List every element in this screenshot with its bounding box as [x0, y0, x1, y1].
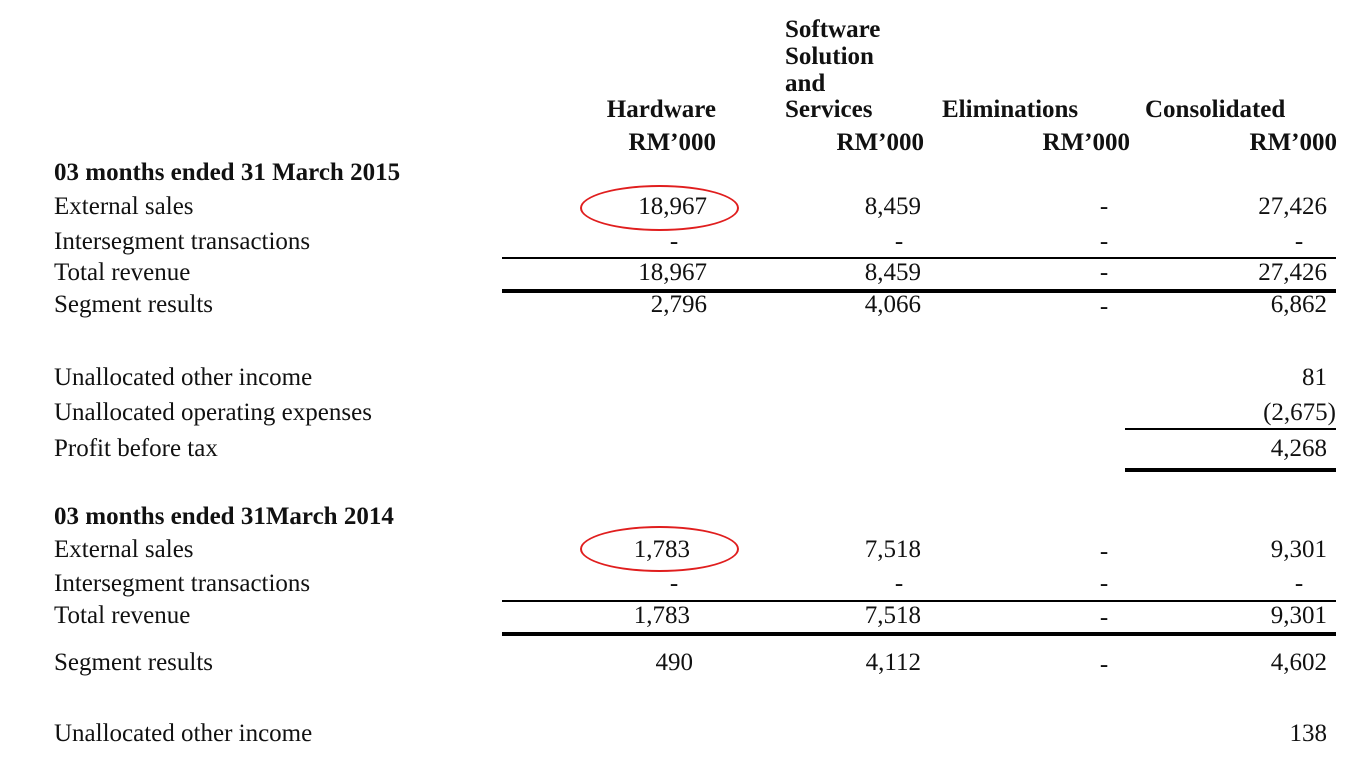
cell-software: -	[894, 228, 904, 255]
col-header-eliminations-label: Eliminations	[942, 96, 1079, 123]
cell-eliminations: -	[1099, 193, 1109, 220]
cell-eliminations: -	[1099, 604, 1109, 631]
cell-eliminations: -	[1099, 228, 1109, 255]
highlight-circle	[580, 526, 739, 572]
col-header-software-line2: Solution	[785, 43, 874, 70]
row-label: External sales	[54, 193, 194, 220]
cell-software: 7,518	[864, 536, 921, 563]
col-header-consolidated-unit: RM’000	[1249, 129, 1337, 156]
row-label: Total revenue	[54, 259, 191, 286]
divider	[1125, 428, 1336, 430]
cell-hardware: 2,796	[650, 291, 707, 318]
cell-software: 8,459	[864, 193, 921, 220]
col-header-consolidated-label: Consolidated	[1145, 96, 1286, 123]
row-label: Segment results	[54, 291, 214, 318]
cell-eliminations: -	[1099, 651, 1109, 678]
col-header-hardware-label: Hardware	[606, 96, 716, 123]
row-label: Unallocated operating expenses	[54, 399, 372, 426]
cell-consolidated: 81	[1302, 364, 1327, 391]
row-label: Profit before tax	[54, 435, 218, 462]
section-title-2015: 03 months ended 31 March 2015	[54, 159, 401, 186]
row-label: Intersegment transactions	[54, 228, 311, 255]
row-label: Segment results	[54, 649, 214, 676]
cell-consolidated: 27,426	[1258, 193, 1327, 220]
cell-eliminations: -	[1099, 538, 1109, 565]
cell-consolidated: 27,426	[1258, 259, 1327, 286]
cell-software: -	[894, 570, 904, 597]
col-header-software-unit: RM’000	[836, 129, 924, 156]
cell-software: 4,066	[864, 291, 921, 318]
cell-hardware: 490	[655, 649, 694, 676]
col-header-hardware-unit: RM’000	[628, 129, 716, 156]
cell-software: 8,459	[864, 259, 921, 286]
cell-consolidated: -	[1294, 570, 1304, 597]
cell-consolidated: 138	[1289, 720, 1328, 747]
cell-consolidated: 4,268	[1270, 435, 1327, 462]
row-label: Intersegment transactions	[54, 570, 311, 597]
col-header-software-line4: Services	[785, 96, 873, 123]
col-header-eliminations-unit: RM’000	[1042, 129, 1130, 156]
cell-hardware: -	[669, 228, 679, 255]
highlight-circle	[580, 185, 739, 231]
col-header-software-line1: Software	[785, 16, 881, 43]
cell-eliminations: -	[1099, 570, 1109, 597]
cell-consolidated: -	[1294, 228, 1304, 255]
cell-consolidated: 9,301	[1270, 536, 1327, 563]
divider-thick	[502, 289, 1336, 293]
col-header-software-line3: and	[785, 70, 826, 97]
section-title-2014: 03 months ended 31March 2014	[54, 503, 394, 530]
cell-hardware: -	[669, 570, 679, 597]
divider	[502, 257, 1336, 259]
cell-hardware: 18,967	[638, 259, 707, 286]
divider	[502, 600, 1336, 602]
row-label: Unallocated other income	[54, 364, 313, 391]
cell-software: 4,112	[865, 649, 921, 676]
divider-thick	[502, 632, 1336, 636]
row-label: External sales	[54, 536, 194, 563]
cell-hardware: 1,783	[633, 602, 690, 629]
divider-thick	[1125, 468, 1336, 472]
row-label: Unallocated other income	[54, 720, 313, 747]
cell-eliminations: -	[1099, 293, 1109, 320]
cell-consolidated: 9,301	[1270, 602, 1327, 629]
row-label: Total revenue	[54, 602, 191, 629]
cell-consolidated: 4,602	[1270, 649, 1327, 676]
cell-eliminations: -	[1099, 259, 1109, 286]
cell-consolidated: 6,862	[1270, 291, 1327, 318]
cell-software: 7,518	[864, 602, 921, 629]
cell-consolidated: (2,675)	[1263, 399, 1336, 426]
